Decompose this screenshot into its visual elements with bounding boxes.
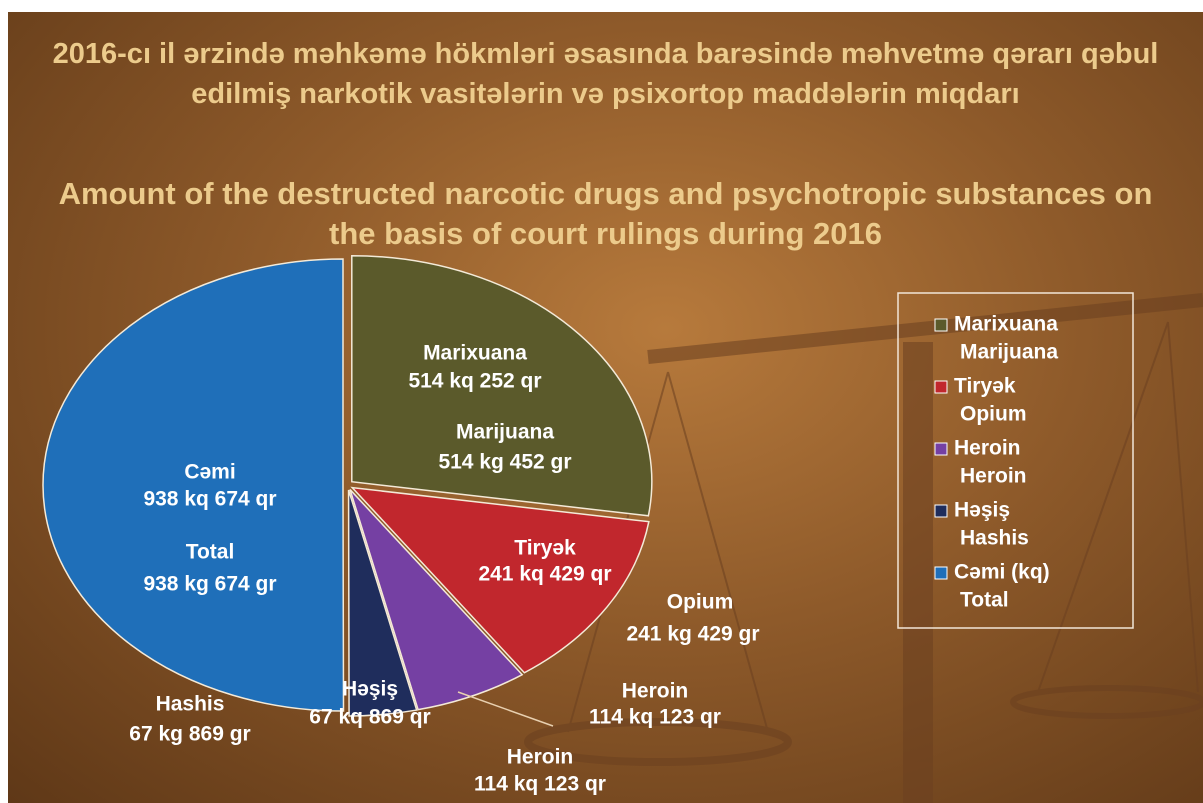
annotation-name: Total [186,541,235,564]
leader-line [457,691,554,727]
legend-swatch [934,504,948,518]
annotation-text: 514 kg 452 gr [438,451,571,474]
legend-label: Cəmi (kq) [954,561,1050,584]
slice-name: Heroin [507,746,574,769]
annotation-text: 938 kg 674 gr [143,573,276,596]
legend-swatch [934,380,948,394]
slice-name: Həşiş [342,678,398,701]
chart: Marixuana 514 kq 252 qr Tiryək 241 kq 42… [42,254,1203,803]
annotation-name: Opium [667,591,734,614]
slice-value-label: 114 kq 123 qr [474,773,606,796]
legend-label-en: Total [960,589,1009,612]
pie-slice [347,489,418,717]
annotation-text: 241 kg 429 gr [626,623,759,646]
legend-label: Heroin [954,437,1021,460]
slice-value-label: 938 kq 674 qr [143,488,276,511]
slice-value-label: 514 kq 252 qr [408,370,541,393]
legend-label-en: Opium [960,403,1027,426]
legend-swatch [934,566,948,580]
annotation-name: Marijuana [456,421,554,444]
legend-label-en: Hashis [960,527,1029,550]
legend-swatch [934,318,948,332]
pie-slice [351,254,653,517]
annotation-name: Heroin [622,680,689,703]
legend-label: Tiryək [954,375,1016,398]
slide: Marixuana 514 kq 252 qr Tiryək 241 kq 42… [8,12,1203,803]
subtitle: Amount of the destructed narcotic drugs … [58,176,1153,251]
legend-swatch [934,442,948,456]
legend-label: Marixuana [954,313,1058,336]
pie-slice [350,486,650,674]
slice-name: Tiryək [514,537,576,560]
legend-label: Həşiş [954,499,1010,522]
pie-slice [349,489,524,711]
slice-value-label: 67 kq 869 qr [309,706,430,729]
annotation-name: Hashis [156,693,225,716]
legend-label-en: Marijuana [960,341,1058,364]
annotation-text: 114 kq 123 qr [589,706,721,729]
legend-label-en: Heroin [960,465,1027,488]
scales-decoration [524,293,1203,803]
slice-value-label: 241 kq 429 qr [478,563,611,586]
slice-name: Marixuana [423,342,527,365]
slice-name: Cəmi [184,461,235,484]
title: 2016-cı il ərzində məhkəmə hökmləri əsas… [52,38,1159,110]
annotation-text: 67 kg 869 gr [129,723,250,746]
legend-box [897,292,1134,629]
pie-slice [42,258,345,712]
